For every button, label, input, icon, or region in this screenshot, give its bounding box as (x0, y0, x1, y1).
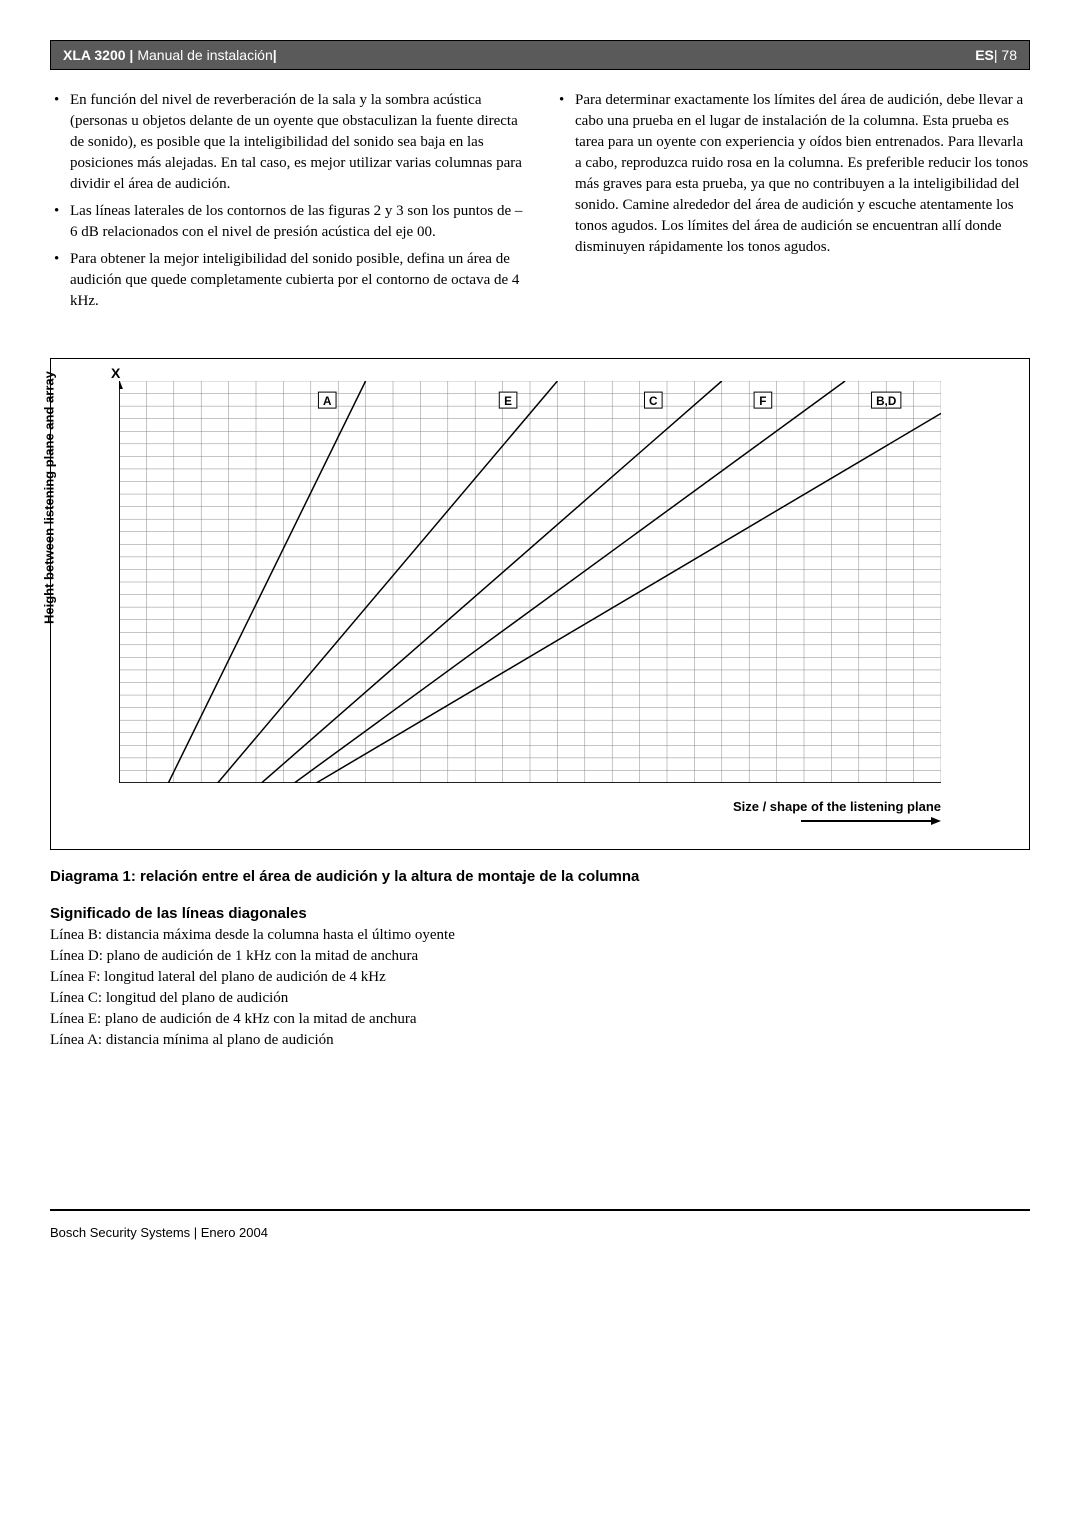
header-title: XLA 3200 | Manual de instalación | (51, 41, 919, 69)
list-item: Las líneas laterales de los contornos de… (50, 201, 525, 243)
chart-inner: X Height between listening plane and arr… (59, 371, 1011, 831)
y-axis-label: Height between listening plane and array (42, 371, 57, 624)
y-top-label: X (111, 365, 120, 381)
footer-rule (50, 1209, 1030, 1211)
page-footer: Bosch Security Systems | Enero 2004 (50, 1201, 1030, 1240)
svg-text:A: A (323, 394, 332, 408)
chart-svg: 051015202530[m]00.511.522.533.54[m]AECFB… (119, 381, 941, 783)
doc-subtitle: Manual de instalación (137, 47, 272, 63)
svg-text:F: F (759, 394, 766, 408)
svg-text:C: C (649, 394, 658, 408)
body-columns: En función del nivel de reverberación de… (50, 90, 1030, 318)
footer-text: Bosch Security Systems | Enero 2004 (50, 1225, 268, 1240)
right-column: Para determinar exactamente los límites … (555, 90, 1030, 318)
figure-caption: Diagrama 1: relación entre el área de au… (50, 868, 1030, 885)
page-header: XLA 3200 | Manual de instalación | ES | … (50, 40, 1030, 70)
line-description: Línea C: longitud del plano de audición (50, 988, 1030, 1009)
bullet-list-right: Para determinar exactamente los límites … (555, 90, 1030, 258)
left-column: En función del nivel de reverberación de… (50, 90, 525, 318)
line-description: Línea E: plano de audición de 4 kHz con … (50, 1009, 1030, 1030)
line-description: Línea B: distancia máxima desde la colum… (50, 925, 1030, 946)
x-axis-text: Size / shape of the listening plane (733, 799, 941, 814)
header-page: ES | 78 (919, 41, 1029, 69)
page-number: | 78 (994, 47, 1017, 63)
pipe: | (273, 47, 277, 63)
line-descriptions: Línea B: distancia máxima desde la colum… (50, 925, 1030, 1051)
line-description: Línea D: plano de audición de 1 kHz con … (50, 946, 1030, 967)
lines-subheading: Significado de las líneas diagonales (50, 905, 1030, 922)
bullet-list-left: En función del nivel de reverberación de… (50, 90, 525, 312)
x-axis-label: Size / shape of the listening plane (733, 799, 941, 829)
list-item: En función del nivel de reverberación de… (50, 90, 525, 195)
svg-text:B,D: B,D (876, 394, 897, 408)
product-name: XLA 3200 | (63, 47, 133, 63)
plot-area: 051015202530[m]00.511.522.533.54[m]AECFB… (119, 381, 941, 783)
lang-code: ES (975, 47, 994, 63)
line-description: Línea F: longitud lateral del plano de a… (50, 967, 1030, 988)
line-description: Línea A: distancia mínima al plano de au… (50, 1030, 1030, 1051)
svg-text:E: E (504, 394, 512, 408)
chart-frame: X Height between listening plane and arr… (50, 358, 1030, 850)
x-arrow-icon (801, 816, 941, 826)
list-item: Para determinar exactamente los límites … (555, 90, 1030, 258)
list-item: Para obtener la mejor inteligibilidad de… (50, 249, 525, 312)
